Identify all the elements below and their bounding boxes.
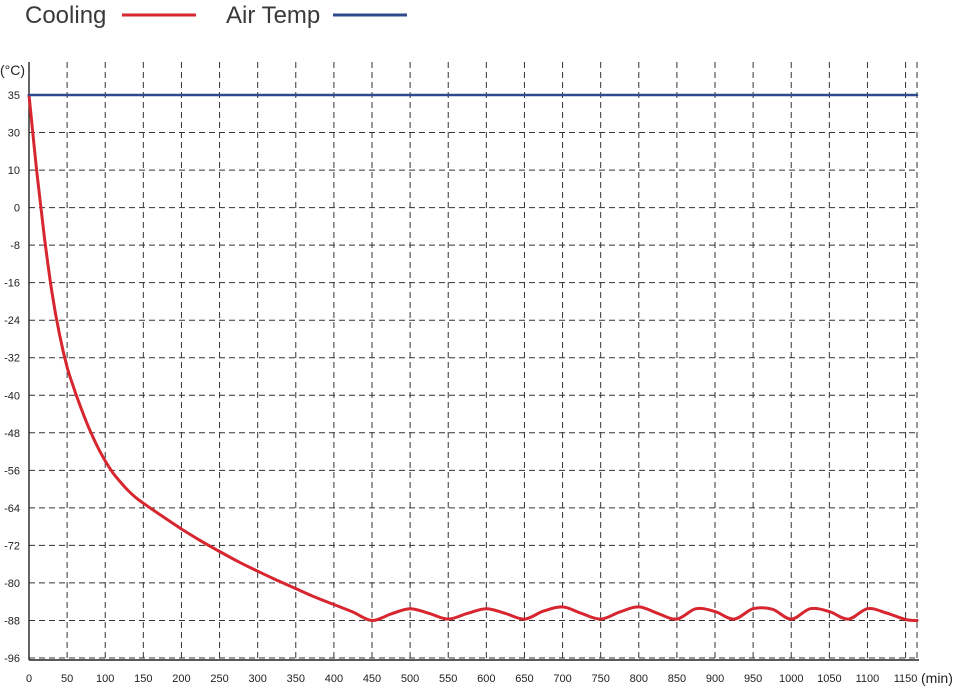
y-tick-label: -24 xyxy=(4,315,20,327)
legend: Cooling Air Temp xyxy=(25,2,407,29)
y-tick-label: 0 xyxy=(14,203,20,215)
x-tick-label: 100 xyxy=(96,673,114,685)
x-tick-label: 300 xyxy=(248,673,266,685)
y-tick-label: -8 xyxy=(10,240,20,252)
x-tick-label: 650 xyxy=(515,673,533,685)
x-tick-label: 700 xyxy=(553,673,571,685)
axes xyxy=(28,62,919,661)
x-tick-label: 600 xyxy=(477,673,495,685)
x-tick-label: 400 xyxy=(325,673,343,685)
x-tick-label: 350 xyxy=(287,673,305,685)
series-line-cooling xyxy=(27,93,919,622)
y-tick-label: -80 xyxy=(4,578,20,590)
y-tick-label: -88 xyxy=(4,615,20,627)
x-tick-label: 250 xyxy=(210,673,228,685)
x-tick-label: 1050 xyxy=(817,673,841,685)
series-lines xyxy=(27,93,919,622)
grid xyxy=(29,62,918,660)
x-tick-label: 1000 xyxy=(779,673,803,685)
y-tick-label: -72 xyxy=(4,540,20,552)
x-axis-unit-label: (min) xyxy=(921,670,953,686)
x-tick-labels: 0 50 100 150 200 250 300 350 400 450 500 550 600 650 7… xyxy=(26,673,917,685)
x-tick-label: 1150 xyxy=(894,673,918,685)
y-tick-label: -96 xyxy=(4,653,20,665)
x-tick-label: 800 xyxy=(630,673,648,685)
y-tick-label: 10 xyxy=(8,165,20,177)
x-tick-label: 850 xyxy=(668,673,686,685)
x-tick-label: 200 xyxy=(172,673,190,685)
x-tick-label: 1100 xyxy=(856,673,880,685)
x-tick-label: 900 xyxy=(706,673,724,685)
x-tick-label: 550 xyxy=(439,673,457,685)
x-tick-label: 450 xyxy=(363,673,381,685)
legend-label: Air Temp xyxy=(226,2,320,29)
y-tick-label: -40 xyxy=(4,390,20,402)
y-tick-label: -16 xyxy=(4,278,20,290)
x-tick-label: 0 xyxy=(26,673,32,685)
x-tick-label: 50 xyxy=(61,673,73,685)
y-tick-label: 35 xyxy=(8,90,20,102)
y-tick-label: 30 xyxy=(8,128,20,140)
y-tick-labels: 35 30 10 0 -8 -16 -24 -32 -40 -48 -56 -64 -72 -80 -88 -… xyxy=(4,90,20,665)
x-tick-label: 150 xyxy=(134,673,152,685)
y-tick-label: -48 xyxy=(4,428,20,440)
y-axis-unit-label: (°C) xyxy=(0,62,25,78)
x-tick-label: 950 xyxy=(744,673,762,685)
x-tick-label: 750 xyxy=(591,673,609,685)
y-tick-label: -32 xyxy=(4,353,20,365)
legend-label: Cooling xyxy=(25,2,106,29)
x-tick-label: 500 xyxy=(401,673,419,685)
y-tick-label: -56 xyxy=(4,465,20,477)
y-tick-label: -64 xyxy=(4,503,20,515)
